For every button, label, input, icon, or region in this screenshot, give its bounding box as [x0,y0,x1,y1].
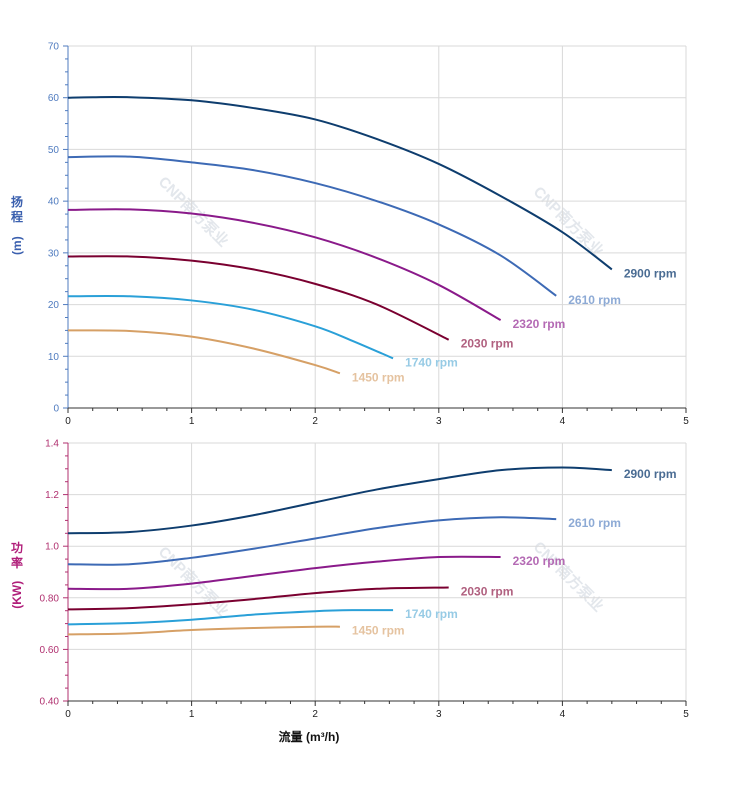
series-end-label: 1740 rpm [405,355,458,369]
y-tick-label: 0.40 [40,697,60,708]
y-tick-label: 1.2 [45,490,59,501]
y-axis-title-char: 扬 [11,194,23,209]
series-line [67,625,340,636]
power-chart: 0.40 0.60 0.80 1.0 1.2 1.4 0 1 2 3 4 5 功率 (KW) 流量 (m³/… [10,439,689,745]
series-line [67,95,613,271]
series-end-label: 2900 rpm [624,467,677,481]
y-tick-label: 0.60 [40,645,60,656]
x-tick-label: 4 [560,416,566,427]
x-tick-label: 1 [189,416,195,427]
y-axis-title-unit: (m) [10,236,24,255]
y-tick-label: 70 [48,42,60,53]
y-axis-title-char: 功 [11,540,23,555]
series-end-label: 2900 rpm [624,266,677,280]
y-axis-title: 功率 [11,540,23,570]
y-axis-title: 扬程 [11,194,23,224]
watermark-logo: CNP南方泵业 [530,183,608,261]
series-end-label: 1740 rpm [405,607,458,621]
x-tick-label: 5 [683,709,689,720]
y-tick-label: 40 [48,197,60,208]
x-tick-label: 5 [683,416,689,427]
series-end-label: 2610 rpm [568,516,621,530]
series-line [67,255,450,341]
x-tick-label: 4 [560,709,566,720]
y-tick-label: 30 [48,248,60,259]
y-tick-label: 1.4 [45,439,59,450]
series-line [67,208,502,321]
series-line [67,466,612,535]
series-end-label: 2320 rpm [513,317,566,331]
series-line [67,555,501,591]
y-axis-title-char: 程 [11,209,23,224]
series-line [67,586,449,611]
series-end-label: 1450 rpm [352,370,405,384]
x-tick-label: 2 [312,709,318,720]
y-tick-label: 60 [48,93,60,104]
y-tick-label: 50 [48,145,60,156]
y-axis-title-char: 率 [11,555,23,570]
series-end-label: 2030 rpm [461,584,514,598]
x-tick-label: 3 [436,416,442,427]
series-line [67,516,557,566]
series-line [67,329,341,375]
x-tick-label: 0 [65,416,71,427]
series-end-label: 2610 rpm [568,293,621,307]
y-tick-label: 20 [48,300,60,311]
watermark-logo: CNP南方泵业 [530,538,608,616]
series-line [67,609,394,626]
y-tick-label: 0.80 [40,593,60,604]
series-line [67,294,394,360]
x-tick-label: 1 [189,709,195,720]
x-tick-label: 2 [312,416,318,427]
series-end-label: 1450 rpm [352,624,405,638]
series-end-label: 2030 rpm [461,337,514,351]
x-axis-title: 流量 (m³/h) [279,729,340,744]
y-axis-title-unit: (KW) [10,581,24,609]
y-tick-label: 1.0 [45,542,59,553]
series-line [67,155,557,297]
x-tick-label: 3 [436,709,442,720]
x-tick-label: 0 [65,709,71,720]
series-end-label: 2320 rpm [513,554,566,568]
y-tick-label: 0 [53,404,59,415]
y-tick-label: 10 [48,352,60,363]
